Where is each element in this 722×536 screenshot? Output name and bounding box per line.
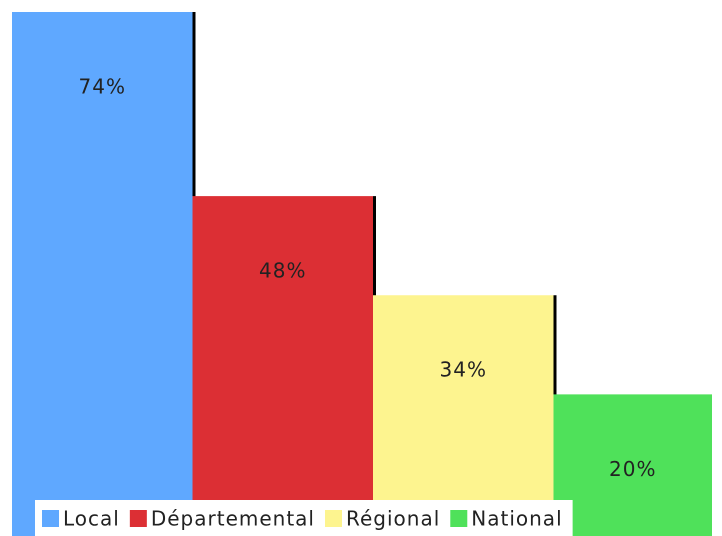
value-label: 74% [79,75,126,99]
value-label: 48% [259,259,306,283]
legend-label: Départemental [151,507,315,531]
legend-label: National [471,507,562,531]
legend-swatch [325,510,342,527]
legend-swatch [129,510,147,527]
bar [553,394,712,536]
legend-label: Local [63,507,120,531]
value-label: 20% [609,457,656,481]
legend [35,500,573,536]
legend-swatch [450,510,468,527]
legend-label: Régional [346,507,440,531]
bar [192,196,373,536]
legend-swatch [42,510,59,527]
value-label: 34% [440,358,487,382]
bar [12,12,193,536]
bar [373,295,554,536]
